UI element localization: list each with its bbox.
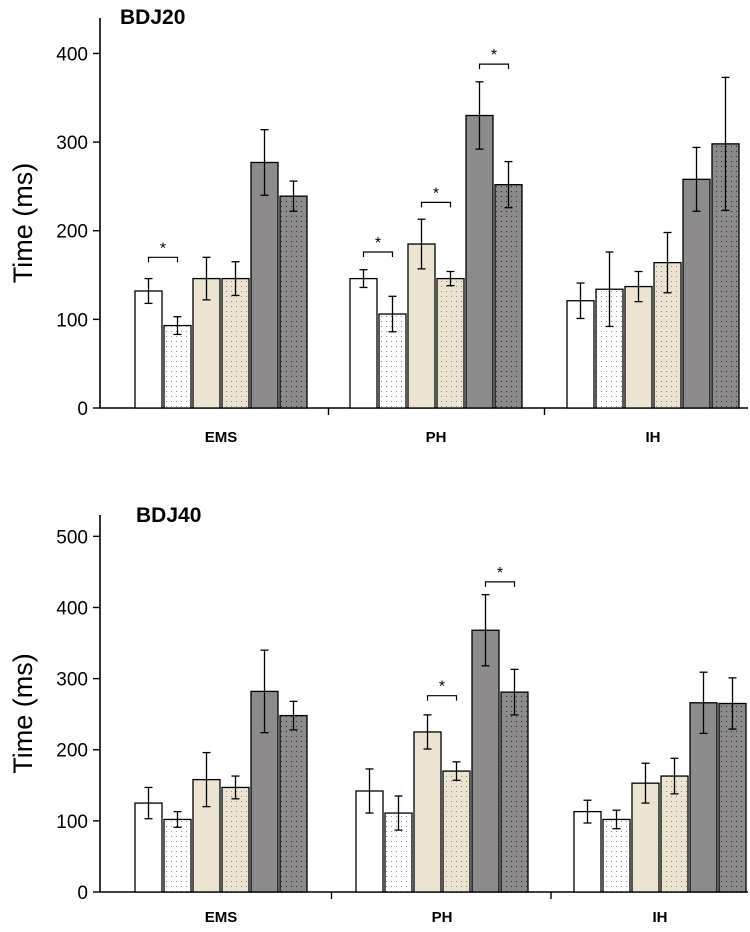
bar	[221, 786, 250, 893]
bar	[134, 290, 163, 409]
significance-bracket	[147, 256, 179, 263]
bar	[442, 770, 471, 893]
x-category-label: IH	[653, 909, 668, 926]
y-tick-label: 0	[77, 883, 88, 904]
x-category-label: PH	[426, 429, 447, 446]
x-category-label: IH	[646, 429, 661, 446]
bar	[407, 243, 436, 409]
y-tick-label: 400	[56, 44, 88, 65]
significance-star: *	[497, 565, 503, 582]
bar	[436, 277, 465, 409]
x-category-label: EMS	[205, 909, 238, 926]
bar	[602, 818, 631, 893]
y-tick-label: 400	[56, 598, 88, 619]
bar	[349, 277, 378, 409]
y-tick-label: 100	[56, 812, 88, 833]
x-category-label: PH	[432, 909, 453, 926]
bar	[413, 731, 442, 893]
y-axis-label: Time (ms)	[8, 163, 38, 283]
significance-bracket	[420, 201, 452, 208]
bar	[279, 195, 308, 409]
y-tick-label: 200	[56, 741, 88, 762]
bar	[624, 285, 653, 409]
bar	[660, 775, 689, 893]
bar	[494, 183, 523, 409]
bar	[718, 702, 747, 893]
significance-star: *	[160, 240, 166, 257]
bar	[250, 161, 279, 409]
x-category-label: EMS	[205, 429, 238, 446]
bar	[682, 178, 711, 409]
significance-bracket	[362, 251, 394, 257]
significance-star: *	[491, 47, 497, 64]
significance-star: *	[439, 679, 445, 696]
significance-bracket	[478, 63, 510, 70]
bar	[573, 810, 602, 893]
bar	[500, 691, 529, 893]
y-tick-label: 0	[77, 399, 88, 420]
chart-title: BDJ20	[120, 6, 185, 29]
bar	[471, 629, 500, 893]
y-axis-label: Time (ms)	[8, 653, 38, 773]
bar	[221, 277, 250, 409]
significance-bracket	[426, 695, 458, 701]
significance-star: *	[375, 235, 381, 252]
bar	[163, 324, 192, 409]
y-tick-label: 200	[56, 222, 88, 243]
y-tick-label: 500	[56, 527, 88, 548]
y-tick-label: 300	[56, 670, 88, 691]
bar	[279, 714, 308, 893]
y-tick-label: 300	[56, 133, 88, 154]
bar	[689, 702, 718, 893]
bar	[163, 818, 192, 893]
significance-bracket	[484, 581, 516, 587]
bar	[465, 114, 494, 409]
significance-star: *	[433, 185, 439, 202]
chart-title: BDJ40	[136, 504, 201, 527]
y-tick-label: 100	[56, 310, 88, 331]
